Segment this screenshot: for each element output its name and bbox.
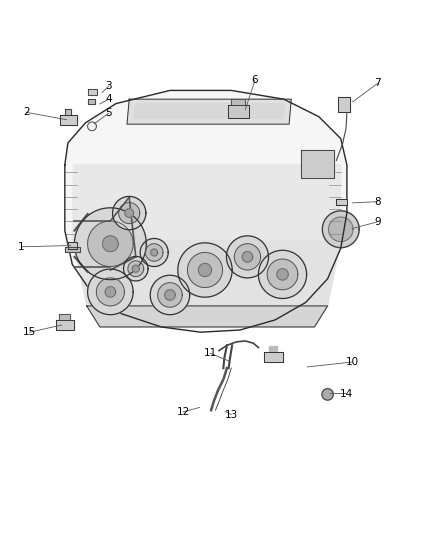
Text: 8: 8 xyxy=(374,197,381,207)
Polygon shape xyxy=(267,259,298,290)
Text: 3: 3 xyxy=(105,81,112,91)
Polygon shape xyxy=(88,99,95,104)
Polygon shape xyxy=(105,287,116,297)
Polygon shape xyxy=(59,314,70,320)
Text: 11: 11 xyxy=(204,348,217,358)
Polygon shape xyxy=(56,320,74,330)
Polygon shape xyxy=(264,352,283,362)
Polygon shape xyxy=(140,238,168,266)
Text: 1: 1 xyxy=(18,242,25,252)
Polygon shape xyxy=(301,150,334,178)
Polygon shape xyxy=(322,389,333,400)
Polygon shape xyxy=(242,252,253,262)
Polygon shape xyxy=(322,211,359,248)
Polygon shape xyxy=(65,247,80,253)
Polygon shape xyxy=(145,244,163,261)
Text: 7: 7 xyxy=(374,78,381,88)
Text: 5: 5 xyxy=(105,108,112,118)
Polygon shape xyxy=(258,251,307,298)
Polygon shape xyxy=(127,99,291,124)
Polygon shape xyxy=(125,209,134,217)
Polygon shape xyxy=(338,96,350,112)
Polygon shape xyxy=(165,290,175,300)
Polygon shape xyxy=(187,253,223,287)
Polygon shape xyxy=(60,115,77,125)
Polygon shape xyxy=(88,269,133,314)
Text: 9: 9 xyxy=(374,217,381,227)
Polygon shape xyxy=(128,261,144,277)
Polygon shape xyxy=(228,106,249,118)
Polygon shape xyxy=(277,269,288,280)
Polygon shape xyxy=(226,236,268,278)
Polygon shape xyxy=(88,221,133,266)
Polygon shape xyxy=(96,278,124,306)
Polygon shape xyxy=(72,165,341,240)
Text: 15: 15 xyxy=(23,327,36,337)
Polygon shape xyxy=(68,243,77,249)
Polygon shape xyxy=(151,249,158,256)
Text: 14: 14 xyxy=(339,389,353,399)
Polygon shape xyxy=(88,89,97,95)
Polygon shape xyxy=(178,243,232,297)
Polygon shape xyxy=(336,199,347,205)
Polygon shape xyxy=(119,203,140,223)
Polygon shape xyxy=(132,265,139,272)
Polygon shape xyxy=(158,282,182,307)
Polygon shape xyxy=(150,275,190,314)
Text: 4: 4 xyxy=(105,94,112,104)
Text: 6: 6 xyxy=(251,75,258,85)
Polygon shape xyxy=(74,240,341,306)
Polygon shape xyxy=(269,346,277,352)
Text: 12: 12 xyxy=(177,407,190,417)
Polygon shape xyxy=(124,256,148,281)
Polygon shape xyxy=(65,91,347,332)
Polygon shape xyxy=(102,236,118,252)
Polygon shape xyxy=(134,103,285,118)
Polygon shape xyxy=(113,197,146,230)
Text: 2: 2 xyxy=(23,107,30,117)
Polygon shape xyxy=(65,109,71,115)
Polygon shape xyxy=(328,217,353,241)
Polygon shape xyxy=(74,208,146,280)
Text: 13: 13 xyxy=(225,409,238,419)
Polygon shape xyxy=(234,244,261,270)
Polygon shape xyxy=(231,99,245,106)
Polygon shape xyxy=(87,306,328,327)
Polygon shape xyxy=(198,263,212,277)
Text: 10: 10 xyxy=(346,357,359,367)
